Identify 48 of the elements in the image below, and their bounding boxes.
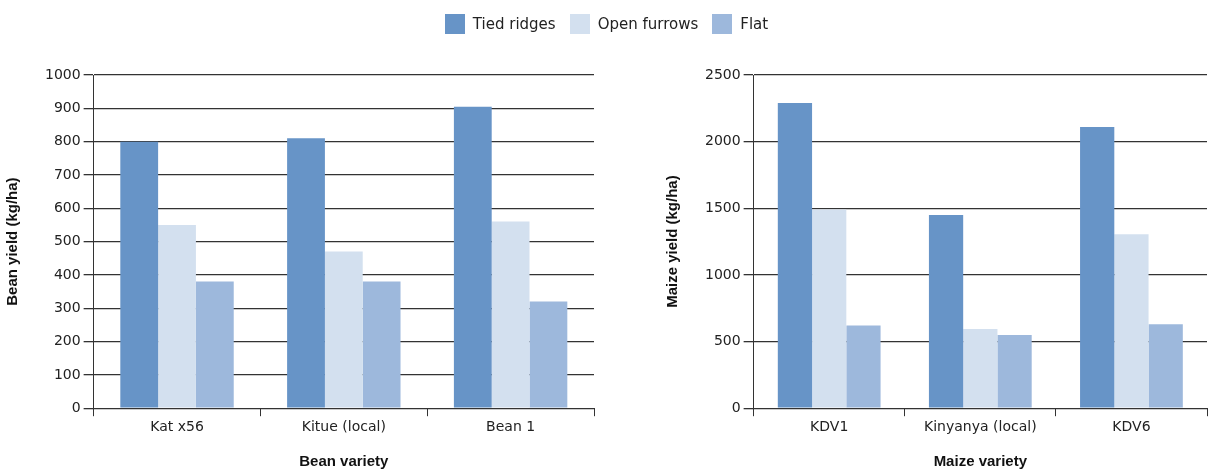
y-tick-label: 100 — [53, 365, 81, 382]
y-tick-label: 500 — [713, 332, 741, 349]
x-tick-label: KDV6 — [1112, 418, 1151, 435]
x-tick-label: Kitue (local) — [301, 418, 386, 435]
y-tick-label: 1000 — [44, 65, 81, 82]
bar — [812, 209, 847, 408]
x-axis-title: Bean variety — [299, 452, 390, 470]
bar — [324, 251, 363, 408]
y-tick-label: 400 — [53, 265, 81, 282]
y-tick-label: 500 — [53, 232, 81, 249]
x-tick-label: Kinyanya (local) — [924, 418, 1037, 435]
y-tick-label: 1500 — [704, 198, 741, 215]
y-tick-label: 600 — [53, 198, 81, 215]
y-tick-label: 200 — [53, 332, 81, 349]
bar — [120, 141, 159, 408]
y-tick-label: 900 — [53, 98, 81, 115]
bar — [195, 281, 234, 408]
bar — [963, 328, 998, 408]
y-axis-title: Maize yield (kg/ha) — [663, 175, 681, 308]
bar — [846, 325, 881, 408]
bar — [158, 224, 196, 408]
bar — [529, 301, 568, 408]
x-tick-label: Bean 1 — [486, 418, 536, 435]
bar — [287, 138, 325, 408]
bar — [1148, 324, 1183, 408]
bar — [997, 334, 1032, 408]
bar — [928, 214, 964, 408]
y-tick-label: 700 — [53, 165, 81, 182]
bar — [777, 102, 813, 408]
x-tick-label: KDV1 — [810, 418, 849, 435]
bar — [1080, 126, 1115, 408]
legend-label: Open furrows — [597, 15, 699, 33]
bar — [1114, 234, 1149, 408]
y-tick-label: 800 — [53, 132, 81, 149]
y-tick-label: 0 — [731, 398, 741, 415]
y-tick-label: 300 — [53, 298, 81, 315]
bar — [491, 221, 530, 408]
y-tick-label: 0 — [71, 398, 81, 415]
legend-label: Flat — [740, 15, 769, 33]
y-tick-label: 2500 — [704, 65, 741, 82]
y-axis-title: Bean yield (kg/ha) — [3, 177, 21, 306]
legend-label: Tied ridges — [472, 15, 556, 33]
y-tick-label: 2000 — [704, 132, 741, 149]
bar — [453, 106, 492, 408]
y-tick-label: 1000 — [704, 265, 741, 282]
x-tick-label: Kat x56 — [150, 418, 204, 435]
x-axis-title: Maize variety — [933, 452, 1028, 470]
bar — [362, 281, 401, 408]
